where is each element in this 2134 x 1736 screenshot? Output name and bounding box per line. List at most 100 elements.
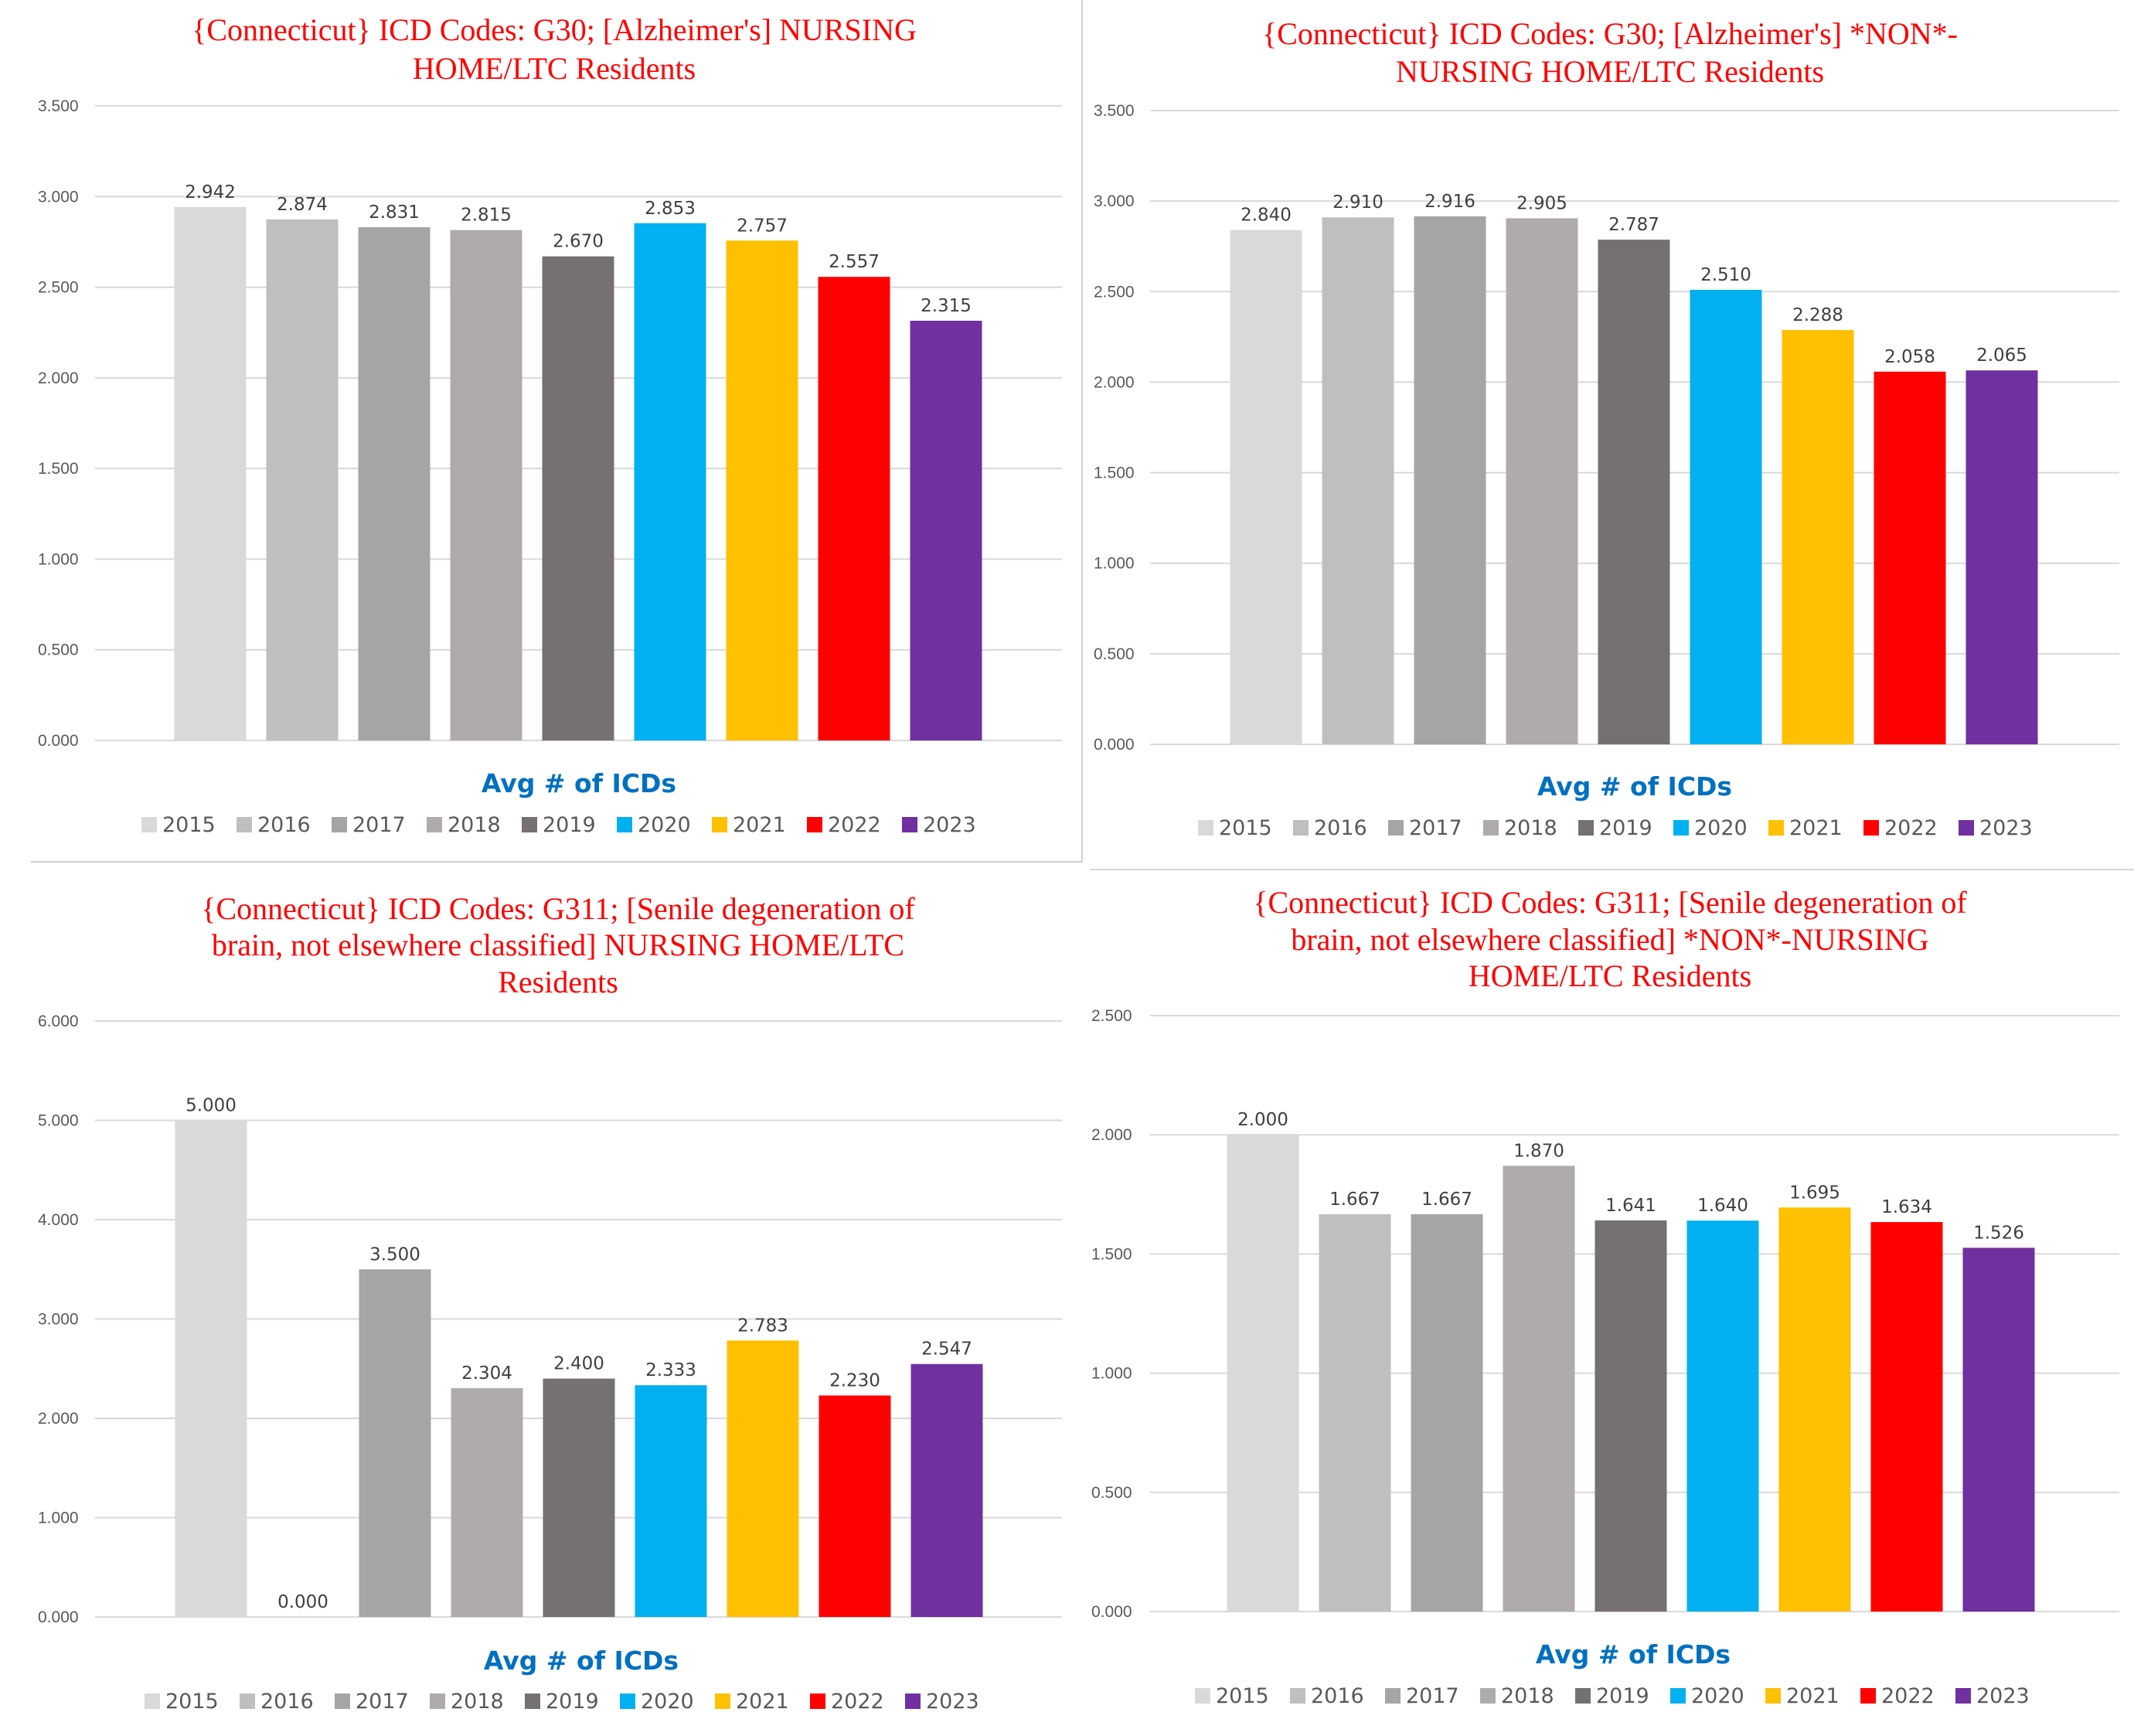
bar-2021 (727, 1340, 799, 1617)
chart-title-line: {Connecticut} ICD Codes: G30; [Alzheimer… (1262, 16, 1958, 51)
bar-2023 (1962, 1248, 2035, 1612)
y-tick-label: 2.500 (1091, 1007, 1132, 1025)
legend-label: 2023 (926, 1690, 979, 1714)
bar-2017 (1414, 216, 1486, 744)
legend-item-2016: 2016 (1293, 816, 1367, 840)
data-label: 2.783 (737, 1316, 788, 1336)
legend-label: 2018 (1501, 1684, 1554, 1708)
y-tick-label: 1.000 (1091, 1365, 1132, 1383)
y-tick-label: 6.000 (38, 1013, 79, 1030)
legend-label: 2019 (1596, 1684, 1649, 1708)
data-label: 2.333 (645, 1360, 696, 1380)
legend-label: 2023 (923, 813, 976, 837)
y-tick-label: 3.500 (1094, 102, 1135, 120)
data-label: 1.870 (1513, 1141, 1564, 1161)
legend-item-2022: 2022 (1860, 1684, 1935, 1708)
legend-swatch (1293, 820, 1309, 836)
legend-item-2022: 2022 (807, 813, 881, 837)
legend-label: 2016 (1311, 1684, 1364, 1708)
y-tick-label: 2.500 (38, 279, 79, 297)
legend-item-2016: 2016 (1290, 1684, 1364, 1708)
chart-title-line: brain, not elsewhere classified] *NON*-N… (1291, 922, 1928, 957)
legend-item-2022: 2022 (810, 1690, 884, 1714)
legend-swatch (715, 1693, 730, 1709)
data-label: 2.840 (1241, 206, 1292, 226)
bar-2015 (1230, 230, 1302, 745)
legend-label: 2016 (257, 813, 311, 837)
data-label: 2.000 (1237, 1110, 1288, 1130)
chart-panel-2: {Connecticut} ICD Codes: G30; [Alzheimer… (1094, 16, 2119, 840)
data-label: 2.757 (737, 216, 788, 236)
bar-2023 (910, 1363, 983, 1617)
legend-swatch (1385, 1688, 1401, 1704)
chart-title-line: HOME/LTC Residents (413, 51, 696, 86)
bar-2020 (1690, 289, 1762, 744)
legend-label: 2017 (352, 813, 406, 837)
legend-item-2019: 2019 (522, 813, 596, 837)
legend-item-2015: 2015 (1198, 816, 1272, 840)
legend-label: 2021 (736, 1690, 789, 1714)
legend-item-2020: 2020 (617, 813, 691, 837)
legend-label: 2018 (451, 1690, 504, 1714)
chart-title-line: HOME/LTC Residents (1469, 958, 1751, 993)
y-tick-label: 2.000 (1094, 373, 1135, 391)
x-axis-title: Avg # of ICDs (484, 1646, 679, 1676)
legend-swatch (240, 1693, 255, 1709)
y-tick-label: 1.000 (38, 1510, 79, 1527)
legend-swatch (1863, 820, 1879, 836)
legend-swatch (237, 817, 252, 832)
data-label: 2.942 (185, 182, 236, 203)
bar-2019 (1598, 240, 1670, 744)
bar-2020 (1686, 1220, 1759, 1612)
data-label: 2.831 (369, 203, 420, 223)
legend-item-2022: 2022 (1863, 816, 1938, 840)
legend-swatch (1290, 1688, 1305, 1704)
legend-label: 2020 (641, 1690, 694, 1714)
legend-label: 2019 (543, 813, 596, 837)
bar-2016 (1322, 217, 1394, 744)
legend-label: 2021 (1789, 816, 1843, 840)
legend-label: 2022 (831, 1690, 884, 1714)
legend-item-2020: 2020 (1673, 816, 1748, 840)
legend-label: 2023 (1976, 1684, 2030, 1708)
bar-2018 (450, 230, 522, 741)
legend-swatch (1959, 820, 1974, 836)
legend-item-2023: 2023 (1959, 816, 2033, 840)
legend-swatch (1673, 820, 1689, 836)
legend-item-2016: 2016 (237, 813, 311, 837)
data-label: 1.640 (1697, 1196, 1748, 1216)
legend-item-2018: 2018 (427, 813, 501, 837)
data-label: 0.000 (277, 1592, 328, 1612)
legend-swatch (522, 817, 537, 832)
legend-item-2016: 2016 (240, 1690, 314, 1714)
y-tick-label: 3.000 (38, 188, 79, 206)
legend-item-2021: 2021 (715, 1690, 789, 1714)
bar-2018 (1503, 1166, 1575, 1612)
legend-item-2018: 2018 (1483, 816, 1557, 840)
y-tick-label: 4.000 (38, 1211, 79, 1229)
data-label: 2.557 (829, 252, 880, 272)
legend-label: 2022 (1881, 1684, 1935, 1708)
bar-2022 (1874, 371, 1946, 744)
bar-2020 (635, 1385, 707, 1617)
data-label: 1.667 (1421, 1190, 1472, 1210)
legend-swatch (620, 1693, 635, 1709)
legend-swatch (905, 1693, 921, 1709)
y-tick-label: 2.500 (1094, 283, 1135, 301)
bar-2023 (910, 320, 982, 740)
legend-label: 2021 (733, 813, 786, 837)
legend-label: 2017 (1406, 1684, 1459, 1708)
legend-item-2020: 2020 (1670, 1684, 1744, 1708)
data-label: 2.910 (1332, 192, 1384, 213)
legend-label: 2018 (1504, 816, 1557, 840)
legend-label: 2016 (260, 1690, 314, 1714)
bar-2021 (1782, 329, 1854, 744)
legend-item-2017: 2017 (335, 1690, 409, 1714)
legend-item-2015: 2015 (145, 1690, 219, 1714)
chart-panel-3: {Connecticut} ICD Codes: G311; [Senile d… (38, 891, 1062, 1714)
bar-2018 (1506, 218, 1578, 744)
data-label: 3.500 (369, 1244, 420, 1265)
legend-label: 2020 (638, 813, 691, 837)
data-label: 5.000 (185, 1096, 237, 1116)
